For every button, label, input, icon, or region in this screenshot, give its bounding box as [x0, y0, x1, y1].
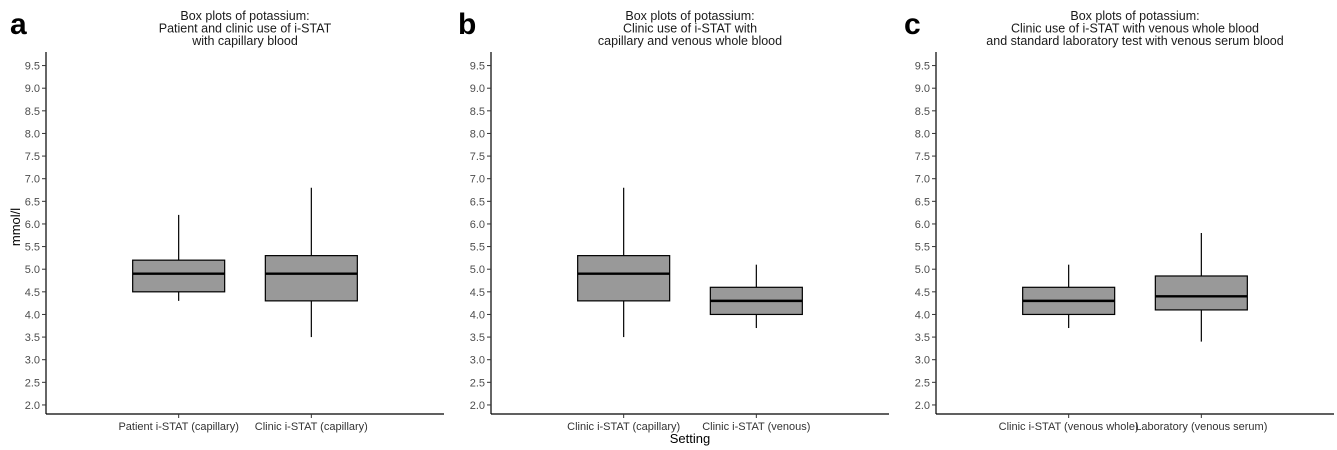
y-tick-label: 8.0 — [915, 128, 930, 140]
y-tick-label: 7.5 — [25, 151, 40, 163]
y-tick-label: 5.0 — [470, 264, 485, 276]
y-tick-label: 7.5 — [915, 151, 930, 163]
y-tick-label: 5.5 — [25, 242, 40, 254]
y-tick-label: 9.0 — [915, 83, 930, 95]
y-tick-label: 2.0 — [25, 400, 40, 412]
y-tick-label: 9.5 — [915, 61, 930, 73]
y-tick-label: 5.0 — [915, 264, 930, 276]
y-tick-label: 9.5 — [25, 61, 40, 73]
y-tick-label: 3.0 — [915, 355, 930, 367]
y-tick-label: 6.0 — [470, 219, 485, 231]
box-iqr — [264, 255, 358, 302]
chart-title-line: Box plots of potassium: — [180, 9, 309, 23]
x-axis-title: Setting — [670, 431, 710, 446]
y-tick-label: 4.0 — [470, 309, 485, 321]
y-tick-label: 3.5 — [915, 332, 930, 344]
y-tick-label: 4.5 — [470, 287, 485, 299]
y-tick-label: 7.0 — [915, 174, 930, 186]
y-tick-label: 3.0 — [25, 355, 40, 367]
box-iqr — [1154, 275, 1248, 311]
y-tick-label: 2.5 — [470, 377, 485, 389]
chart-title-line: Clinic use of i-STAT with venous whole b… — [1011, 22, 1259, 36]
y-tick-label: 6.5 — [25, 196, 40, 208]
y-tick-label: 4.0 — [915, 309, 930, 321]
y-axis-title: mmol/l — [8, 208, 23, 246]
panel-letter-c: c — [904, 8, 921, 41]
x-category-label: Clinic i-STAT (venous) — [702, 421, 810, 433]
y-tick-label: 8.5 — [25, 106, 40, 118]
y-tick-label: 8.5 — [915, 106, 930, 118]
y-tick-label: 9.5 — [470, 61, 485, 73]
x-category-label: Laboratory (venous serum) — [1135, 421, 1267, 433]
y-tick-label: 8.0 — [470, 128, 485, 140]
y-tick-label: 7.0 — [470, 174, 485, 186]
y-tick-label: 5.0 — [25, 264, 40, 276]
chart-title-line: with capillary blood — [191, 34, 298, 48]
y-tick-label: 5.5 — [915, 242, 930, 254]
y-tick-label: 2.0 — [470, 400, 485, 412]
chart-title-line: capillary and venous whole blood — [598, 34, 782, 48]
panel-letter-a: a — [10, 8, 27, 41]
y-tick-label: 8.0 — [25, 128, 40, 140]
y-tick-label: 4.5 — [25, 287, 40, 299]
y-tick-label: 9.0 — [470, 83, 485, 95]
y-tick-label: 4.0 — [25, 309, 40, 321]
x-category-label: Clinic i-STAT (capillary) — [567, 421, 680, 433]
y-tick-label: 6.0 — [25, 219, 40, 231]
chart-title-line: Patient and clinic use of i-STAT — [159, 22, 332, 36]
y-tick-label: 5.5 — [470, 242, 485, 254]
x-category-label: Clinic i-STAT (capillary) — [255, 421, 368, 433]
y-tick-label: 4.5 — [915, 287, 930, 299]
y-tick-label: 8.5 — [470, 106, 485, 118]
y-tick-label: 6.5 — [470, 196, 485, 208]
y-tick-label: 3.5 — [470, 332, 485, 344]
chart-title-line: Clinic use of i-STAT with — [623, 22, 757, 36]
y-tick-label: 6.0 — [915, 219, 930, 231]
y-tick-label: 7.5 — [470, 151, 485, 163]
chart-title-line: Box plots of potassium: — [625, 9, 754, 23]
x-category-label: Clinic i-STAT (venous whole) — [999, 421, 1139, 433]
y-tick-label: 6.5 — [915, 196, 930, 208]
y-tick-label: 7.0 — [25, 174, 40, 186]
y-tick-label: 2.0 — [915, 400, 930, 412]
y-tick-label: 9.0 — [25, 83, 40, 95]
box-iqr — [132, 259, 226, 293]
panel-letter-b: b — [458, 8, 476, 41]
y-tick-label: 3.0 — [470, 355, 485, 367]
y-tick-label: 3.5 — [25, 332, 40, 344]
box-iqr — [577, 255, 671, 302]
y-tick-label: 2.5 — [25, 377, 40, 389]
chart-title-line: and standard laboratory test with venous… — [986, 34, 1283, 48]
x-category-label: Patient i-STAT (capillary) — [118, 421, 238, 433]
y-tick-label: 2.5 — [915, 377, 930, 389]
chart-title-line: Box plots of potassium: — [1070, 9, 1199, 23]
